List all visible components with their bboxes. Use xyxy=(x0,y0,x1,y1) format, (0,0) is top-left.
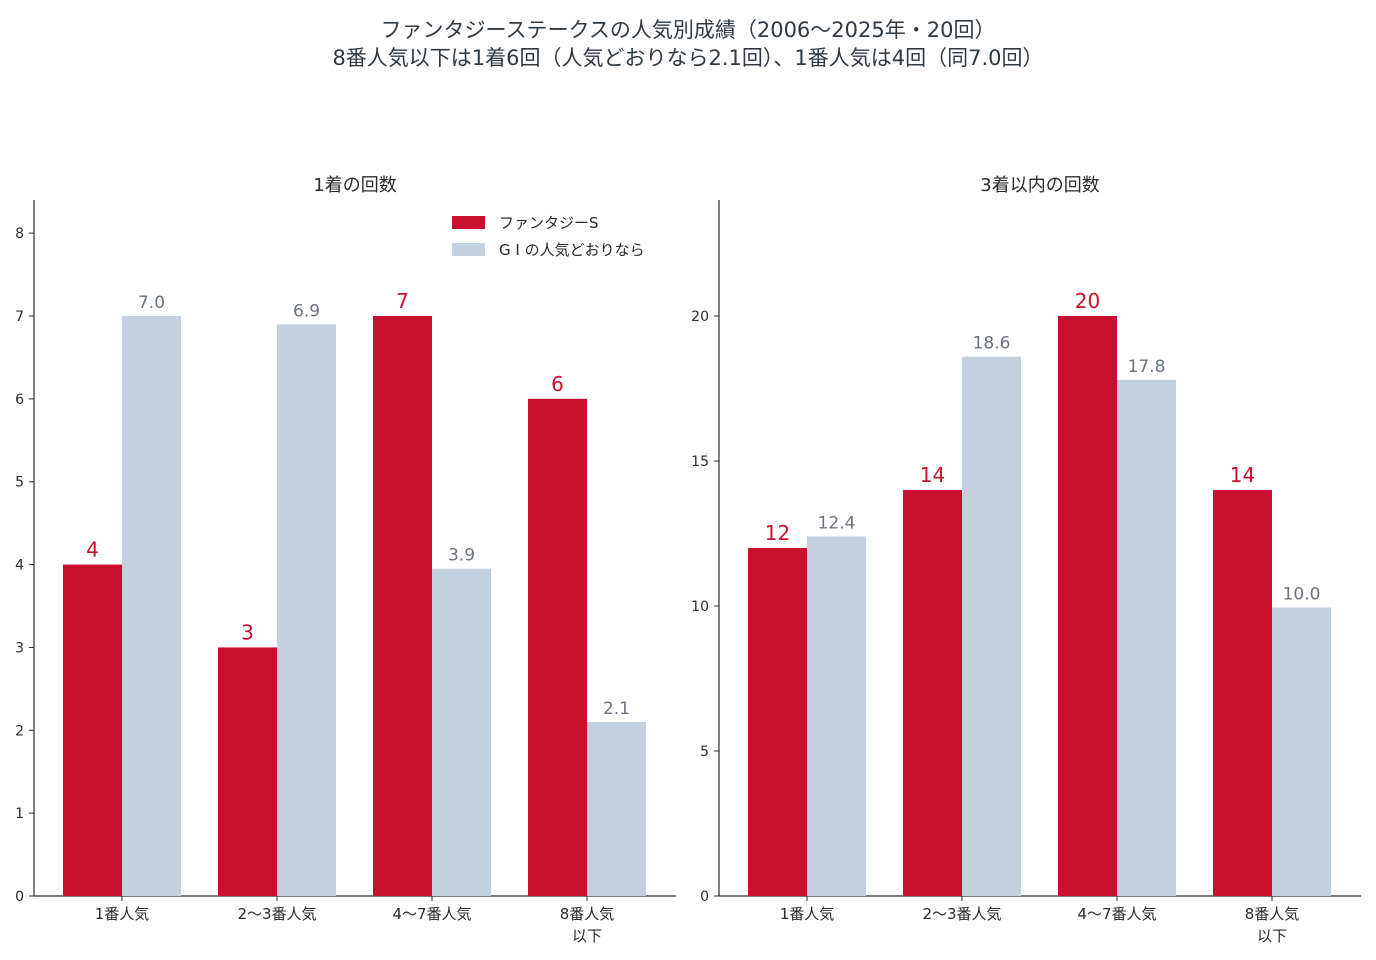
data-label-expected: 12.4 xyxy=(818,513,856,533)
data-label-actual: 4 xyxy=(86,538,99,562)
bar-actual xyxy=(218,647,277,896)
y-tick-label: 2 xyxy=(15,723,24,739)
bar-actual xyxy=(373,316,432,896)
x-tick-label: 以下 xyxy=(1257,927,1287,945)
x-tick-label: 以下 xyxy=(572,927,602,945)
y-tick-label: 7 xyxy=(15,309,24,325)
bar-expected xyxy=(277,324,336,896)
y-tick-label: 0 xyxy=(700,889,709,905)
data-label-expected: 17.8 xyxy=(1128,357,1166,377)
bar-expected xyxy=(432,568,491,896)
figure-title-line2: 8番人気以下は1着6回（人気どおりなら2.1回）、1番人気は4回（同7.0回） xyxy=(332,46,1044,70)
bar-expected xyxy=(807,536,866,896)
x-tick-label: 4〜7番人気 xyxy=(392,905,471,923)
bar-actual xyxy=(63,564,122,896)
legend-swatch-expected xyxy=(452,243,485,256)
data-label-actual: 7 xyxy=(396,289,409,313)
bar-actual xyxy=(748,548,807,896)
x-tick-label: 1番人気 xyxy=(780,905,835,923)
y-tick-label: 15 xyxy=(691,454,709,470)
data-label-actual: 6 xyxy=(551,372,564,396)
x-tick-label: 8番人気 xyxy=(1245,905,1300,923)
figure-title-line1: ファンタジーステークスの人気別成績（2006〜2025年・20回） xyxy=(380,18,996,42)
y-tick-label: 5 xyxy=(700,744,709,760)
data-label-actual: 12 xyxy=(765,521,790,545)
y-tick-label: 20 xyxy=(691,309,709,325)
y-tick-label: 4 xyxy=(15,558,24,574)
data-label-actual: 3 xyxy=(241,620,254,644)
x-tick-label: 1番人気 xyxy=(95,905,150,923)
y-tick-label: 10 xyxy=(691,599,709,615)
x-tick-label: 2〜3番人気 xyxy=(922,905,1001,923)
panel-title: 1着の回数 xyxy=(313,175,396,196)
y-tick-label: 3 xyxy=(15,640,24,656)
data-label-expected: 3.9 xyxy=(448,546,475,566)
data-label-expected: 10.0 xyxy=(1283,584,1321,604)
bar-actual xyxy=(1058,316,1117,896)
x-tick-label: 2〜3番人気 xyxy=(237,905,316,923)
data-label-expected: 18.6 xyxy=(973,334,1011,354)
legend-swatch-actual xyxy=(452,216,485,229)
legend-label-expected: G I の人気どおりなら xyxy=(499,241,645,259)
bar-expected xyxy=(1117,379,1176,896)
y-tick-label: 8 xyxy=(15,226,24,242)
y-tick-label: 1 xyxy=(15,806,24,822)
bar-expected xyxy=(122,316,181,896)
data-label-actual: 20 xyxy=(1075,289,1100,313)
bar-actual xyxy=(1213,490,1272,896)
data-label-actual: 14 xyxy=(920,463,945,487)
legend-label-actual: ファンタジーS xyxy=(499,214,599,232)
x-tick-label: 8番人気 xyxy=(560,905,615,923)
y-tick-label: 5 xyxy=(15,475,24,491)
data-label-actual: 14 xyxy=(1230,463,1255,487)
y-tick-label: 6 xyxy=(15,392,24,408)
y-tick-label: 0 xyxy=(15,889,24,905)
data-label-expected: 6.9 xyxy=(293,301,320,321)
x-tick-label: 4〜7番人気 xyxy=(1077,905,1156,923)
data-label-expected: 7.0 xyxy=(138,293,165,313)
bar-actual xyxy=(903,490,962,896)
bar-expected xyxy=(1272,607,1331,896)
bar-expected xyxy=(962,356,1021,897)
data-label-expected: 2.1 xyxy=(603,699,630,719)
panel-title: 3着以内の回数 xyxy=(980,175,1099,196)
bar-expected xyxy=(587,722,646,896)
bar-actual xyxy=(528,398,587,896)
